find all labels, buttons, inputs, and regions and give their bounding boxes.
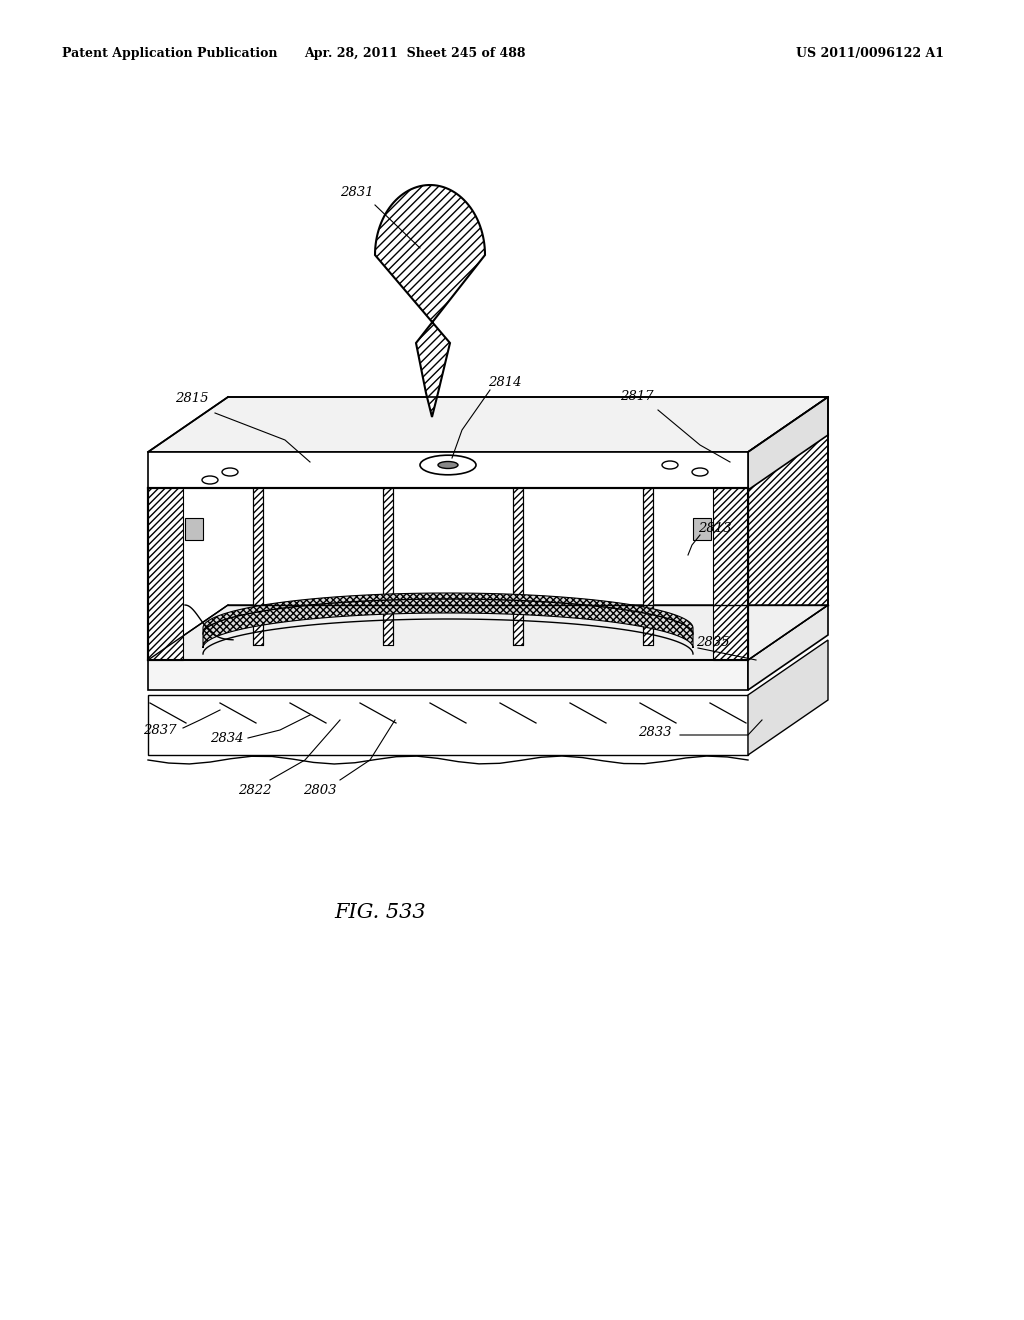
Polygon shape: [148, 488, 748, 660]
Polygon shape: [375, 185, 485, 417]
Polygon shape: [148, 488, 183, 660]
Polygon shape: [513, 488, 523, 645]
Polygon shape: [643, 488, 653, 645]
Polygon shape: [693, 517, 711, 540]
Polygon shape: [185, 517, 203, 540]
Text: 2817: 2817: [620, 389, 653, 403]
Polygon shape: [253, 488, 263, 645]
Text: Patent Application Publication: Patent Application Publication: [62, 48, 278, 61]
Text: 2834: 2834: [210, 731, 244, 744]
Polygon shape: [748, 397, 828, 490]
Polygon shape: [383, 488, 393, 645]
Polygon shape: [713, 488, 748, 660]
Text: 2815: 2815: [175, 392, 209, 404]
Polygon shape: [148, 660, 748, 690]
Polygon shape: [148, 451, 748, 490]
Text: 2835: 2835: [696, 635, 729, 648]
Polygon shape: [148, 696, 748, 755]
Polygon shape: [748, 605, 828, 690]
Text: 2803: 2803: [303, 784, 337, 796]
Text: Apr. 28, 2011  Sheet 245 of 488: Apr. 28, 2011 Sheet 245 of 488: [304, 48, 525, 61]
Polygon shape: [148, 397, 828, 451]
Polygon shape: [203, 593, 693, 648]
Text: US 2011/0096122 A1: US 2011/0096122 A1: [796, 48, 944, 61]
Polygon shape: [148, 605, 828, 660]
Text: 2814: 2814: [488, 375, 521, 388]
Polygon shape: [748, 640, 828, 755]
Text: FIG. 533: FIG. 533: [334, 903, 426, 921]
Text: 2822: 2822: [239, 784, 271, 796]
Polygon shape: [748, 433, 828, 660]
Ellipse shape: [438, 462, 458, 469]
Text: 2837: 2837: [143, 723, 176, 737]
Text: 2831: 2831: [340, 186, 374, 198]
Polygon shape: [228, 433, 828, 436]
Text: 2833: 2833: [638, 726, 672, 739]
Text: 2813: 2813: [698, 521, 731, 535]
